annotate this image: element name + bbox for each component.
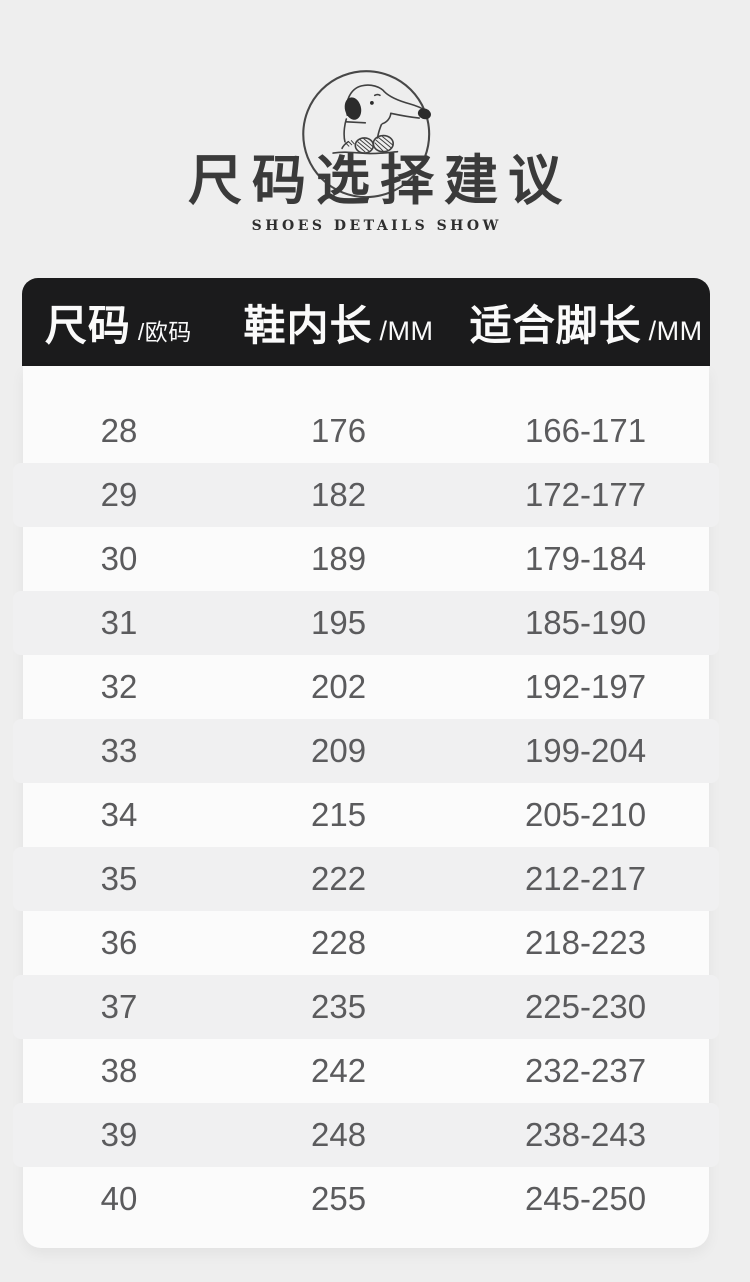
cell-size: 32 — [100, 668, 138, 705]
header-col-foot-length: 适合脚长 /MM — [462, 292, 710, 353]
cell-foot-length: 232-237 — [524, 1052, 647, 1089]
cell-inner-length: 255 — [311, 1180, 367, 1217]
cell-foot-length: 199-204 — [524, 732, 647, 769]
cell-foot-length: 212-217 — [524, 860, 647, 897]
cell-foot-length: 218-223 — [524, 924, 647, 961]
cell-size: 31 — [100, 604, 138, 641]
cell-size: 33 — [100, 732, 138, 769]
cell-inner-length: 235 — [311, 988, 367, 1025]
cell-inner-length: 202 — [311, 668, 367, 705]
table-row: 34 215 205-210 — [23, 783, 709, 847]
cell-size: 37 — [100, 988, 138, 1025]
cell-inner-length: 209 — [311, 732, 367, 769]
cell-foot-length: 205-210 — [524, 796, 647, 833]
cell-foot-length: 245-250 — [524, 1180, 647, 1217]
snoopy-dog-logo — [302, 70, 431, 199]
cell-foot-length: 225-230 — [524, 988, 647, 1025]
cell-size: 34 — [100, 796, 138, 833]
cell-size: 39 — [100, 1116, 138, 1153]
table-row: 39 248 238-243 — [13, 1103, 719, 1167]
cell-size: 28 — [100, 412, 138, 449]
header-col-size: 尺码 /欧码 — [22, 292, 215, 353]
cell-inner-length: 228 — [311, 924, 367, 961]
table-row: 28 176 166-171 — [23, 399, 709, 463]
cell-inner-length: 248 — [311, 1116, 367, 1153]
header-col-size-label: 尺码 — [44, 301, 131, 349]
header-col-inner-length: 鞋内长 /MM — [215, 292, 463, 353]
size-chart-header: 尺码 /欧码 鞋内长 /MM 适合脚长 /MM — [22, 278, 710, 366]
header-col-inner-length-unit: /MM — [379, 315, 434, 346]
table-row: 40 255 245-250 — [23, 1167, 709, 1231]
page-title: 尺码选择建议 — [188, 151, 572, 211]
table-row: 33 209 199-204 — [13, 719, 719, 783]
size-chart: 尺码 /欧码 鞋内长 /MM 适合脚长 /MM 28 176 166-171 2… — [13, 278, 719, 1248]
cell-inner-length: 215 — [311, 796, 367, 833]
page-subtitle: SHOES DETAILS SHOW — [251, 218, 502, 234]
table-row: 37 235 225-230 — [13, 975, 719, 1039]
cell-foot-length: 185-190 — [524, 604, 647, 641]
cell-inner-length: 176 — [311, 412, 367, 449]
cell-size: 35 — [100, 860, 138, 897]
cell-foot-length: 192-197 — [524, 668, 647, 705]
header-col-foot-length-unit: /MM — [648, 315, 703, 346]
table-row: 29 182 172-177 — [13, 463, 719, 527]
table-row: 30 189 179-184 — [23, 527, 709, 591]
table-row: 31 195 185-190 — [13, 591, 719, 655]
header-col-inner-length-label: 鞋内长 — [243, 301, 373, 349]
cell-foot-length: 166-171 — [524, 412, 647, 449]
cell-size: 38 — [100, 1052, 138, 1089]
cell-inner-length: 222 — [311, 860, 367, 897]
header-col-foot-length-label: 适合脚长 — [469, 301, 642, 349]
brand-logo-badge — [299, 66, 441, 208]
cell-size: 29 — [100, 476, 138, 513]
cell-foot-length: 238-243 — [524, 1116, 647, 1153]
cell-inner-length: 242 — [311, 1052, 367, 1089]
cell-inner-length: 189 — [311, 540, 367, 577]
table-row: 38 242 232-237 — [23, 1039, 709, 1103]
cell-size: 40 — [100, 1180, 138, 1217]
table-row: 36 228 218-223 — [23, 911, 709, 975]
cell-inner-length: 182 — [311, 476, 367, 513]
cell-size: 36 — [100, 924, 138, 961]
table-row: 32 202 192-197 — [23, 655, 709, 719]
cell-foot-length: 179-184 — [524, 540, 647, 577]
header-col-size-unit: /欧码 — [137, 318, 192, 345]
table-row: 35 222 212-217 — [13, 847, 719, 911]
snoopy-figure — [332, 84, 431, 155]
cell-size: 30 — [100, 540, 138, 577]
cell-foot-length: 172-177 — [524, 476, 647, 513]
cell-inner-length: 195 — [311, 604, 367, 641]
size-table-body: 28 176 166-171 29 182 172-177 30 189 179… — [13, 366, 719, 1248]
